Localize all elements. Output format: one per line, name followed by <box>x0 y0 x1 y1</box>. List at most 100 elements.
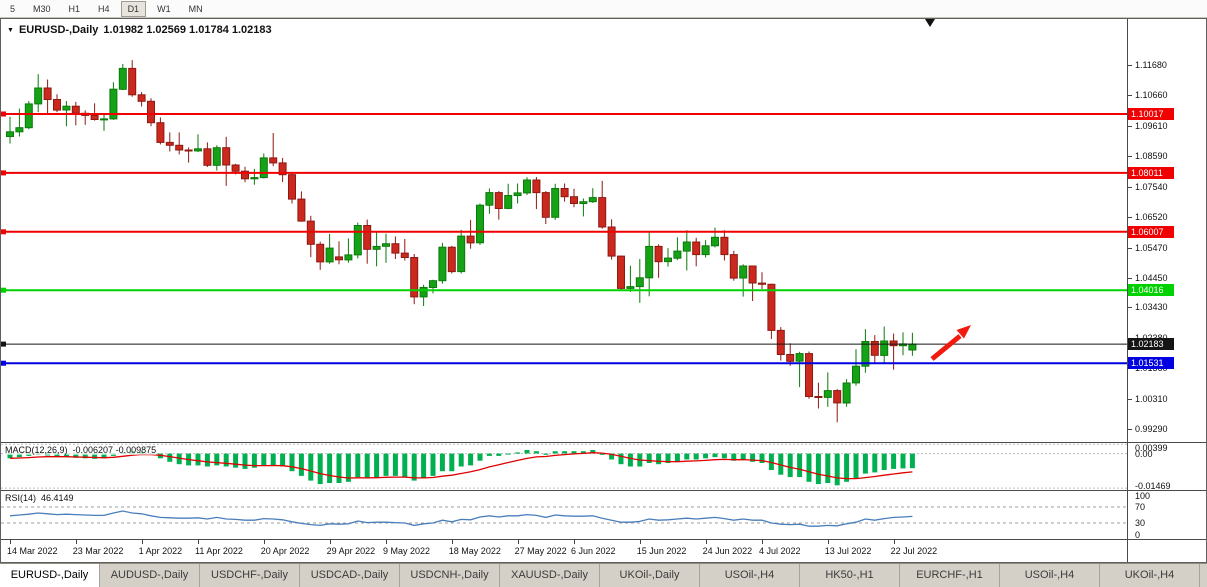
price-line-label-1.10017: 1.10017 <box>1128 107 1174 120</box>
macd-histogram-bar <box>731 453 737 461</box>
macd-histogram-bar <box>73 453 79 458</box>
date-tick-label: 13 Jul 2022 <box>824 546 872 556</box>
macd-histogram-bar <box>392 453 398 476</box>
arrow-shaft <box>930 334 962 361</box>
chart-shift-marker[interactable] <box>925 19 935 27</box>
candle-body <box>259 157 268 179</box>
candle-body <box>598 197 607 228</box>
date-tick-label: 1 Apr 2022 <box>138 546 183 556</box>
candle-body <box>222 147 231 166</box>
price-tick-label: 0.99290 <box>1135 424 1168 435</box>
candle-body <box>786 354 795 362</box>
macd-histogram-bar <box>251 453 257 468</box>
macd-histogram-bar <box>242 453 248 469</box>
date-tickmark <box>141 540 143 544</box>
candle-body <box>889 340 898 347</box>
candle-body <box>476 204 484 244</box>
price-line-label-1.08011: 1.08011 <box>1128 166 1174 179</box>
rsi-name: RSI(14) <box>5 493 37 503</box>
candle-body <box>523 179 531 194</box>
candle-body <box>391 243 400 254</box>
macd-histogram-bar <box>646 453 652 463</box>
price-tick-label: 1.08590 <box>1135 150 1168 161</box>
up-trend-arrow-drawing[interactable] <box>1 19 1127 442</box>
timeframe-button-h4[interactable]: H4 <box>98 3 110 14</box>
macd-histogram-bar <box>524 450 530 454</box>
candle-body <box>814 396 823 398</box>
macd-histogram-bar <box>599 453 605 455</box>
macd-histogram-bar <box>834 453 840 486</box>
candle-body <box>466 235 475 244</box>
macd-histogram-bar <box>345 453 351 482</box>
date-axis: 14 Mar 2022 23 Mar 2022 1 Apr 2022 11 Apr 2… <box>1 540 1127 562</box>
timeframe-button-mn[interactable]: MN <box>188 3 203 14</box>
macd-histogram-bar <box>618 453 624 465</box>
candle-body <box>494 192 503 210</box>
symbol-tab-usdchf[interactable]: USDCHF-,Daily <box>200 564 300 587</box>
symbol-tab-usdcnh[interactable]: USDCNH-,Daily <box>400 564 500 587</box>
macd-histogram-bar <box>900 453 906 469</box>
candle-body <box>363 225 372 250</box>
candle-body <box>720 236 729 256</box>
symbol-tab-usdcad[interactable]: USDCAD-,Daily <box>300 564 400 587</box>
symbol-tab-xauusd[interactable]: XAUUSD-,Daily <box>500 564 600 587</box>
macd-histogram-bar <box>665 453 671 463</box>
price-tickmark <box>1128 247 1132 249</box>
macd-histogram-bar <box>721 453 727 459</box>
timeframe-button-d1[interactable]: D1 <box>120 0 147 17</box>
macd-panel[interactable]: MACD(12,26,9) -0.006207 -0.009875 <box>1 443 1127 491</box>
candle-body <box>156 122 165 143</box>
candle-body <box>739 265 748 279</box>
line-anchor[interactable] <box>1 360 6 366</box>
date-tick-label: 11 Apr 2022 <box>195 546 243 556</box>
candle-body <box>24 103 33 129</box>
symbol-tab-eurchf[interactable]: EURCHF-,H1 <box>900 564 1000 587</box>
timeframe-button-w1[interactable]: W1 <box>157 3 171 14</box>
date-tickmark <box>574 540 575 544</box>
price-tickmark <box>1128 125 1132 127</box>
candle-body <box>560 188 569 198</box>
macd-histogram-bar <box>167 453 173 462</box>
timeframe-button-m30[interactable]: M30 <box>33 3 51 14</box>
candle-body <box>90 114 99 121</box>
price-tick-label: 1.10660 <box>1135 90 1168 101</box>
macd-histogram-bar <box>881 453 887 470</box>
timeframe-button-h1[interactable]: H1 <box>68 3 81 14</box>
symbol-tab-audusd[interactable]: AUDUSD-,Daily <box>100 564 200 587</box>
symbol-tab-usoil[interactable]: USOil-,H4 <box>1000 564 1100 587</box>
date-tick-label: 14 Mar 2022 <box>7 546 58 556</box>
line-anchor[interactable] <box>1 341 6 347</box>
macd-histogram-bar <box>82 453 88 459</box>
symbol-tab-ukoil[interactable]: UKOil-,Daily <box>600 564 700 587</box>
price-line-label-1.04016: 1.04016 <box>1128 284 1174 297</box>
symbol-tab-usoil[interactable]: USOil-,H4 <box>700 564 800 587</box>
symbol-tab-eurusd[interactable]: EURUSD-,Daily <box>0 564 100 587</box>
symbol-tab-hk50[interactable]: HK50-,H1 <box>800 564 900 587</box>
symbol-tab-ukoil[interactable]: UKOil-,H4 <box>1100 564 1200 587</box>
macd-histogram-bar <box>317 453 323 485</box>
line-anchor[interactable] <box>1 111 6 117</box>
candle-body <box>852 365 860 384</box>
macd-histogram-bar <box>740 453 746 460</box>
chevron-down-icon[interactable]: ▼ <box>7 26 14 34</box>
macd-name: MACD(12,26,9) <box>5 445 68 455</box>
candle-body <box>682 241 691 252</box>
line-anchor[interactable] <box>1 170 6 176</box>
macd-axis-label: -0.01469 <box>1135 481 1171 491</box>
candle-body <box>34 87 43 105</box>
date-tick-label: 24 Jun 2022 <box>702 546 753 556</box>
price-tickmark <box>1128 65 1132 67</box>
candle-body <box>532 179 541 194</box>
price-panel[interactable]: ▼ EURUSD-,Daily 1.01982 1.02569 1.01784 … <box>1 19 1127 443</box>
date-tick-label: 15 Jun 2022 <box>636 546 687 556</box>
line-anchor[interactable] <box>1 229 6 235</box>
line-anchor[interactable] <box>1 287 6 293</box>
macd-histogram-bar <box>233 453 239 468</box>
timeframe-button-5[interactable]: 5 <box>10 3 16 14</box>
macd-histogram-bar <box>909 453 915 469</box>
candle-body <box>109 88 118 120</box>
macd-signal-line <box>9 452 913 480</box>
rsi-panel[interactable]: RSI(14) 46.4149 <box>1 491 1127 540</box>
candle-body <box>53 99 61 111</box>
macd-histogram-bar <box>505 453 511 455</box>
